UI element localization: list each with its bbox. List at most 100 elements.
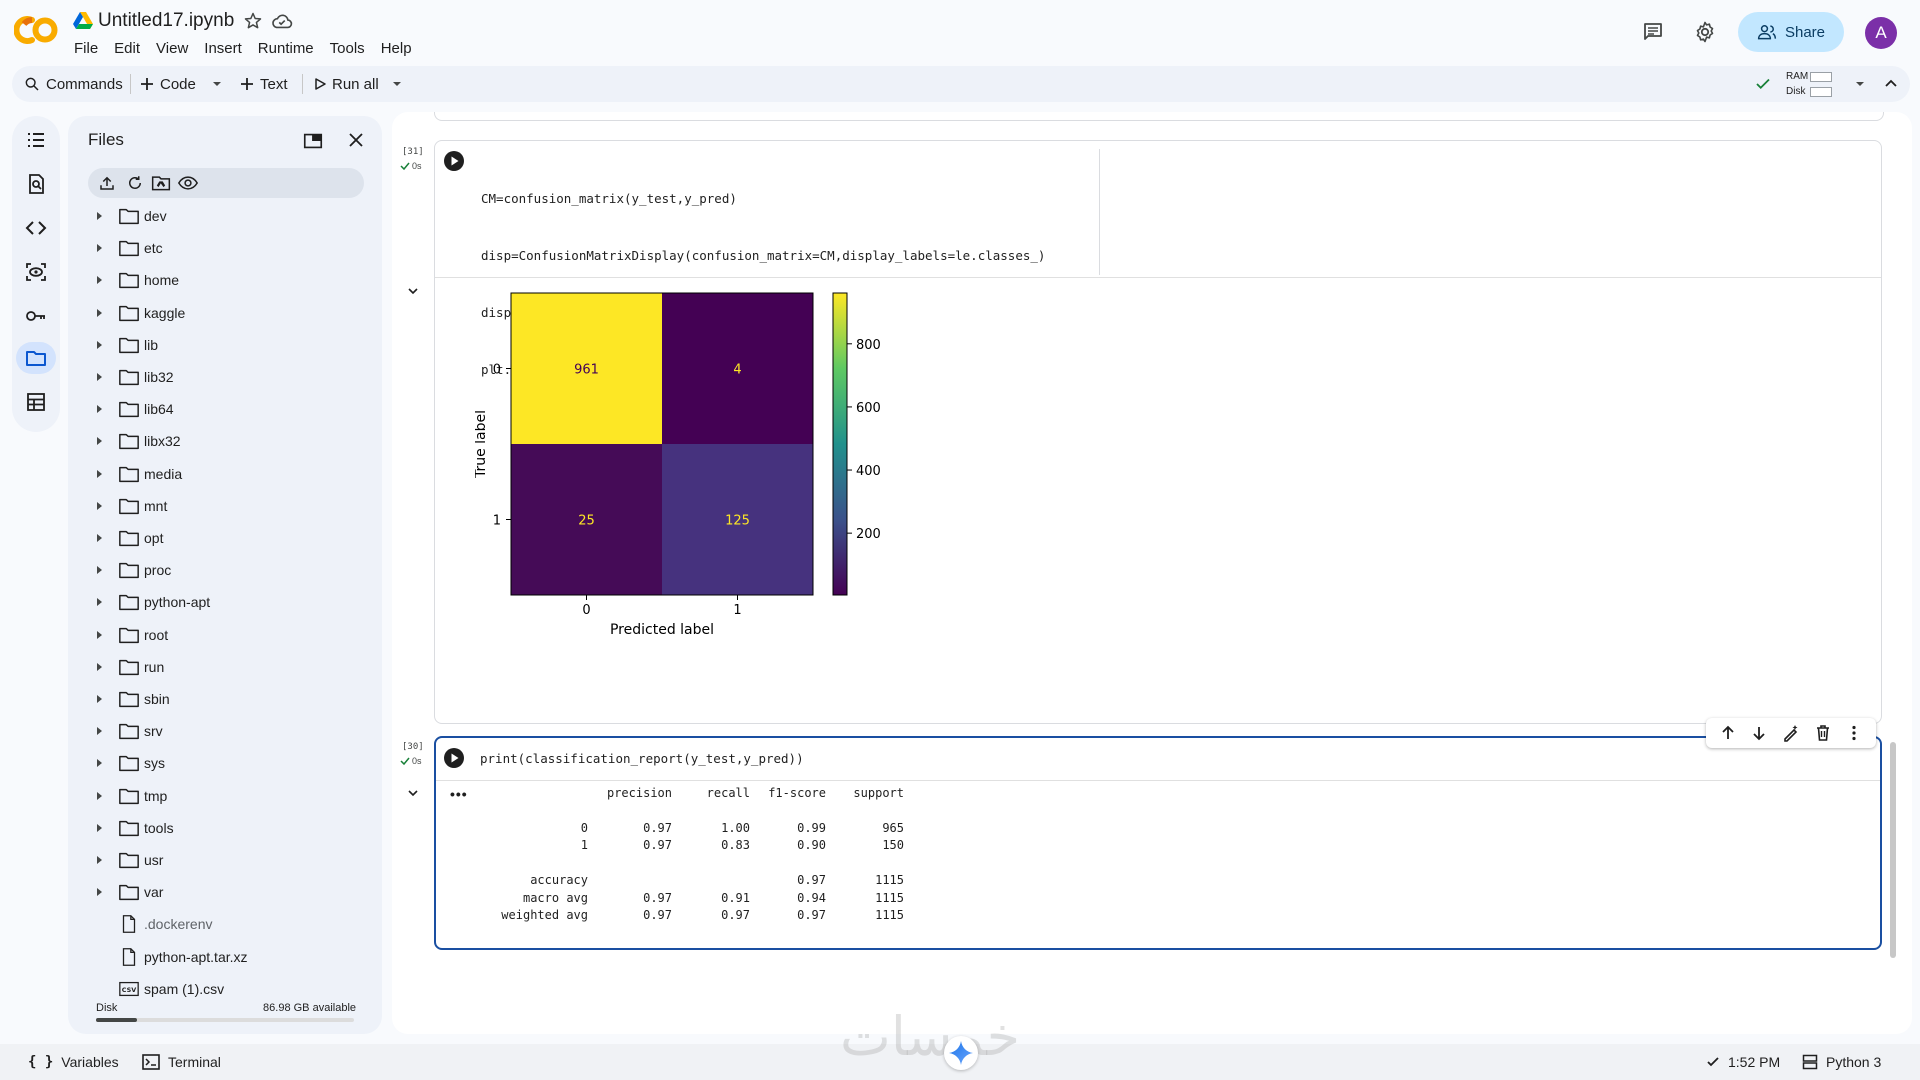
table-of-contents-icon[interactable] bbox=[24, 128, 48, 152]
expand-caret-icon[interactable] bbox=[94, 630, 104, 640]
tree-folder[interactable]: opt bbox=[68, 522, 382, 554]
expand-caret-icon[interactable] bbox=[94, 855, 104, 865]
collapse-output-icon[interactable] bbox=[406, 284, 420, 298]
avatar[interactable]: A bbox=[1865, 17, 1897, 49]
expand-caret-icon[interactable] bbox=[94, 243, 104, 253]
variables-inspector-icon[interactable] bbox=[24, 260, 48, 284]
expand-caret-icon[interactable] bbox=[94, 501, 104, 511]
expand-caret-icon[interactable] bbox=[94, 533, 104, 543]
expand-caret-icon[interactable] bbox=[94, 340, 104, 350]
expand-caret-icon[interactable] bbox=[94, 694, 104, 704]
star-icon[interactable] bbox=[243, 11, 263, 31]
comment-icon[interactable] bbox=[1641, 20, 1665, 44]
tree-folder[interactable]: tools bbox=[68, 812, 382, 844]
menu-tools[interactable]: Tools bbox=[329, 40, 365, 57]
ram-disk-indicator[interactable]: RAM Disk bbox=[1786, 68, 1832, 100]
terminal-button[interactable]: Terminal bbox=[142, 1044, 221, 1080]
expand-caret-icon[interactable] bbox=[94, 404, 104, 414]
code-cell-30[interactable]: print(classification_report(y_test,y_pre… bbox=[434, 736, 1882, 950]
expand-caret-icon[interactable] bbox=[94, 726, 104, 736]
cloud-saved-icon[interactable] bbox=[271, 11, 293, 31]
move-cell-down-icon[interactable] bbox=[1750, 724, 1768, 742]
add-text-button[interactable]: Text bbox=[240, 66, 288, 102]
menu-insert[interactable]: Insert bbox=[204, 40, 242, 57]
runtime-dropdown[interactable] bbox=[1855, 66, 1865, 102]
data-table-icon[interactable] bbox=[24, 390, 48, 414]
upload-icon[interactable] bbox=[98, 174, 116, 192]
tree-folder[interactable]: sbin bbox=[68, 683, 382, 715]
tree-folder[interactable]: root bbox=[68, 619, 382, 651]
execution-status[interactable]: 1:52 PM bbox=[1706, 1044, 1780, 1080]
menu-runtime[interactable]: Runtime bbox=[257, 40, 314, 57]
run-cell-button[interactable] bbox=[443, 150, 465, 172]
edit-with-ai-icon[interactable] bbox=[1782, 724, 1800, 742]
tree-folder[interactable]: run bbox=[68, 651, 382, 683]
connected-status[interactable] bbox=[1754, 66, 1772, 102]
run-cell-button[interactable] bbox=[443, 747, 465, 769]
menu-view[interactable]: View bbox=[156, 40, 189, 57]
run-all-button[interactable]: Run all bbox=[314, 66, 379, 102]
open-in-new-window-icon[interactable] bbox=[302, 130, 324, 152]
tree-folder[interactable]: var bbox=[68, 876, 382, 908]
tree-folder[interactable]: dev bbox=[68, 200, 382, 232]
cell30-code-editor[interactable]: print(classification_report(y_test,y_pre… bbox=[480, 751, 804, 766]
tree-file[interactable]: CSV spam (1).csv bbox=[68, 973, 382, 1005]
notebook-scrollbar[interactable] bbox=[1890, 742, 1898, 958]
find-icon[interactable] bbox=[24, 172, 48, 196]
runtime-type-button[interactable]: Python 3 bbox=[1802, 1044, 1881, 1080]
tree-folder[interactable]: media bbox=[68, 458, 382, 490]
commands-button[interactable]: Commands bbox=[24, 66, 123, 102]
tree-folder[interactable]: srv bbox=[68, 715, 382, 747]
tree-folder[interactable]: lib32 bbox=[68, 361, 382, 393]
gemini-button[interactable] bbox=[944, 1036, 978, 1070]
run-all-dropdown[interactable] bbox=[392, 66, 402, 102]
tree-folder[interactable]: libx32 bbox=[68, 425, 382, 457]
code-snippets-icon[interactable] bbox=[24, 216, 48, 240]
tree-folder[interactable]: python-apt bbox=[68, 586, 382, 618]
tree-folder[interactable]: tmp bbox=[68, 780, 382, 812]
expand-caret-icon[interactable] bbox=[94, 372, 104, 382]
menu-file[interactable]: File bbox=[74, 40, 99, 57]
scrollbar-thumb[interactable] bbox=[1890, 742, 1896, 958]
expand-caret-icon[interactable] bbox=[94, 565, 104, 575]
tree-folder[interactable]: home bbox=[68, 264, 382, 296]
add-code-dropdown[interactable] bbox=[212, 66, 222, 102]
tree-folder[interactable]: lib64 bbox=[68, 393, 382, 425]
expand-caret-icon[interactable] bbox=[94, 469, 104, 479]
move-cell-up-icon[interactable] bbox=[1719, 724, 1737, 742]
code-cell-31[interactable]: CM=confusion_matrix(y_test,y_pred) disp=… bbox=[434, 140, 1882, 724]
expand-caret-icon[interactable] bbox=[94, 887, 104, 897]
refresh-icon[interactable] bbox=[126, 174, 144, 192]
expand-caret-icon[interactable] bbox=[94, 662, 104, 672]
tree-file[interactable]: python-apt.tar.xz bbox=[68, 941, 382, 973]
tree-folder[interactable]: mnt bbox=[68, 490, 382, 522]
expand-caret-icon[interactable] bbox=[94, 275, 104, 285]
tree-folder[interactable]: proc bbox=[68, 554, 382, 586]
files-icon[interactable] bbox=[24, 346, 48, 370]
share-button[interactable]: Share bbox=[1738, 12, 1844, 52]
expand-caret-icon[interactable] bbox=[94, 436, 104, 446]
tree-folder[interactable]: sys bbox=[68, 747, 382, 779]
variables-button[interactable]: { } Variables bbox=[28, 1044, 119, 1080]
secrets-key-icon[interactable] bbox=[24, 304, 48, 328]
more-options-icon[interactable] bbox=[1845, 724, 1863, 742]
expand-caret-icon[interactable] bbox=[94, 597, 104, 607]
collapse-output-icon[interactable] bbox=[406, 786, 420, 800]
notebook-title[interactable]: Untitled17.ipynb bbox=[98, 10, 235, 31]
menu-edit[interactable]: Edit bbox=[114, 40, 141, 57]
expand-caret-icon[interactable] bbox=[94, 758, 104, 768]
menu-help[interactable]: Help bbox=[380, 40, 412, 57]
close-icon[interactable] bbox=[346, 130, 366, 150]
collapse-header-button[interactable] bbox=[1884, 66, 1898, 102]
show-hidden-files-icon[interactable] bbox=[178, 174, 198, 192]
output-menu-button[interactable]: ••• bbox=[450, 786, 468, 802]
tree-folder[interactable]: kaggle bbox=[68, 297, 382, 329]
expand-caret-icon[interactable] bbox=[94, 823, 104, 833]
tree-file[interactable]: .dockerenv bbox=[68, 908, 382, 940]
expand-caret-icon[interactable] bbox=[94, 308, 104, 318]
colab-logo[interactable] bbox=[14, 14, 60, 46]
expand-caret-icon[interactable] bbox=[94, 211, 104, 221]
tree-folder[interactable]: lib bbox=[68, 329, 382, 361]
tree-folder[interactable]: etc bbox=[68, 232, 382, 264]
delete-cell-icon[interactable] bbox=[1814, 724, 1832, 742]
